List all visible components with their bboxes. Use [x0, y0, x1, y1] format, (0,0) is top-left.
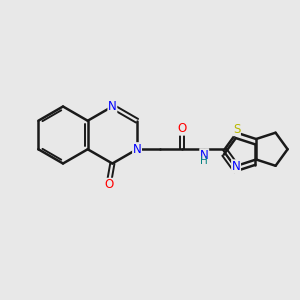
Text: O: O [105, 178, 114, 191]
Text: O: O [177, 122, 187, 135]
Text: N: N [108, 100, 117, 113]
Text: S: S [233, 123, 240, 136]
Text: N: N [200, 149, 208, 162]
Text: N: N [133, 143, 141, 156]
Text: N: N [232, 160, 240, 173]
Text: H: H [200, 156, 208, 166]
